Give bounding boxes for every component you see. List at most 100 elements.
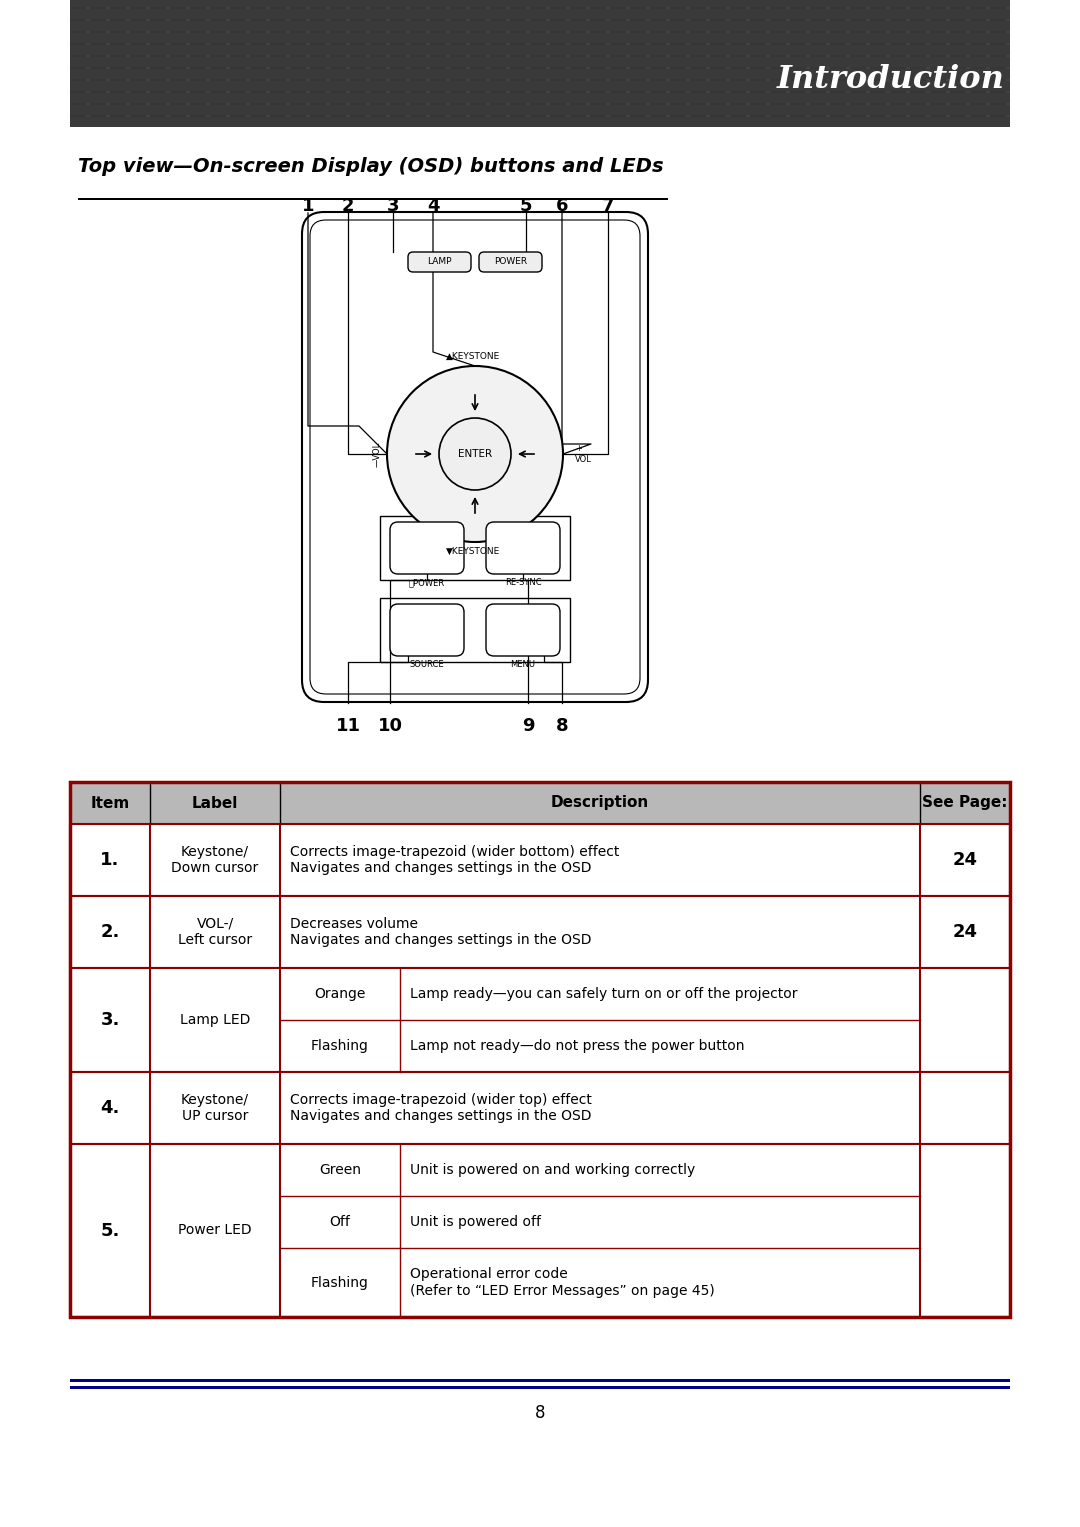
Text: Top view—On-screen Display (OSD) buttons and LEDs: Top view—On-screen Display (OSD) buttons… <box>78 157 663 176</box>
FancyBboxPatch shape <box>302 212 648 702</box>
Text: 6: 6 <box>556 197 568 215</box>
Bar <box>70 1144 1010 1316</box>
Bar <box>850 0 866 127</box>
Bar <box>330 0 346 127</box>
Text: +
VOL: + VOL <box>575 444 592 464</box>
Bar <box>70 56 1010 67</box>
Text: 2.: 2. <box>100 922 120 941</box>
Text: 8: 8 <box>535 1403 545 1422</box>
Bar <box>650 0 666 127</box>
Text: 1: 1 <box>301 197 314 215</box>
Text: MENU: MENU <box>511 660 536 669</box>
Bar <box>590 0 606 127</box>
Bar <box>170 0 186 127</box>
Bar <box>970 0 986 127</box>
FancyBboxPatch shape <box>480 252 542 272</box>
Text: VOL-/
Left cursor: VOL-/ Left cursor <box>178 916 252 947</box>
Text: ▲KEYSTONE: ▲KEYSTONE <box>446 353 500 360</box>
Text: Flashing: Flashing <box>311 1275 369 1289</box>
FancyBboxPatch shape <box>486 522 561 574</box>
Text: Unit is powered off: Unit is powered off <box>410 1215 541 1229</box>
Text: Operational error code
(Refer to “LED Error Messages” on page 45): Operational error code (Refer to “LED Er… <box>410 1267 715 1298</box>
Bar <box>380 599 570 663</box>
Text: ENTER: ENTER <box>458 449 492 460</box>
Text: 3: 3 <box>387 197 400 215</box>
FancyBboxPatch shape <box>486 605 561 657</box>
Bar <box>270 0 286 127</box>
Text: 24: 24 <box>953 922 977 941</box>
Bar <box>750 0 766 127</box>
Circle shape <box>387 366 563 542</box>
Bar <box>770 0 786 127</box>
Text: 8: 8 <box>556 718 568 734</box>
Bar <box>810 0 826 127</box>
Bar <box>350 0 366 127</box>
Bar <box>210 0 226 127</box>
Bar <box>570 0 586 127</box>
Bar <box>390 0 406 127</box>
Text: 4.: 4. <box>100 1099 120 1116</box>
Bar <box>249 0 266 127</box>
Bar <box>70 1072 1010 1144</box>
Bar <box>630 0 646 127</box>
Text: ⏻POWER: ⏻POWER <box>409 579 445 586</box>
Bar <box>70 968 1010 1072</box>
Bar <box>789 0 806 127</box>
Text: Lamp LED: Lamp LED <box>179 1012 251 1028</box>
Text: Orange: Orange <box>314 986 366 1002</box>
Bar <box>90 0 106 127</box>
Bar <box>490 0 507 127</box>
Bar <box>70 825 1010 896</box>
Text: 2: 2 <box>341 197 354 215</box>
Text: Off: Off <box>329 1215 350 1229</box>
Bar <box>990 0 1005 127</box>
Bar <box>730 0 746 127</box>
Text: Label: Label <box>192 796 239 811</box>
Text: Corrects image-trapezoid (wider top) effect
Navigates and changes settings in th: Corrects image-trapezoid (wider top) eff… <box>291 1093 592 1122</box>
Text: Lamp not ready—do not press the power button: Lamp not ready—do not press the power bu… <box>410 1038 744 1054</box>
Bar <box>670 0 686 127</box>
Bar <box>310 0 326 127</box>
Bar <box>130 0 146 127</box>
Bar <box>70 21 1010 31</box>
Bar <box>690 0 706 127</box>
Bar <box>70 118 1010 127</box>
Bar <box>190 0 206 127</box>
Bar <box>70 81 1010 92</box>
Text: Item: Item <box>91 796 130 811</box>
Bar <box>370 0 386 127</box>
Bar <box>70 782 1010 1316</box>
Text: ▼KEYSTONE: ▼KEYSTONE <box>446 547 500 556</box>
Bar <box>930 0 946 127</box>
Text: Lamp ready—you can safely turn on or off the projector: Lamp ready—you can safely turn on or off… <box>410 986 797 1002</box>
Text: 7: 7 <box>602 197 615 215</box>
Text: 1.: 1. <box>100 851 120 869</box>
Bar <box>510 0 526 127</box>
Bar <box>610 0 626 127</box>
Bar <box>70 9 1010 18</box>
Text: 5.: 5. <box>100 1222 120 1240</box>
Bar <box>70 1379 1010 1382</box>
Bar <box>950 0 966 127</box>
Bar <box>910 0 926 127</box>
Circle shape <box>438 418 511 490</box>
Text: 4: 4 <box>427 197 440 215</box>
Text: Flashing: Flashing <box>311 1038 369 1054</box>
Text: Keystone/
Down cursor: Keystone/ Down cursor <box>172 844 258 875</box>
Text: 10: 10 <box>378 718 403 734</box>
Bar <box>710 0 726 127</box>
FancyBboxPatch shape <box>408 252 471 272</box>
Bar <box>380 516 570 580</box>
Text: Decreases volume
Navigates and changes settings in the OSD: Decreases volume Navigates and changes s… <box>291 916 592 947</box>
Text: Description: Description <box>551 796 649 811</box>
Bar <box>70 0 1010 127</box>
Bar <box>831 0 846 127</box>
Text: Corrects image-trapezoid (wider bottom) effect
Navigates and changes settings in: Corrects image-trapezoid (wider bottom) … <box>291 844 619 875</box>
Text: Unit is powered on and working correctly: Unit is powered on and working correctly <box>410 1164 696 1177</box>
Bar <box>230 0 246 127</box>
Bar <box>70 44 1010 55</box>
Text: See Page:: See Page: <box>922 796 1008 811</box>
Text: Keystone/
UP cursor: Keystone/ UP cursor <box>181 1093 249 1122</box>
Bar <box>78 199 669 200</box>
Bar <box>470 0 486 127</box>
